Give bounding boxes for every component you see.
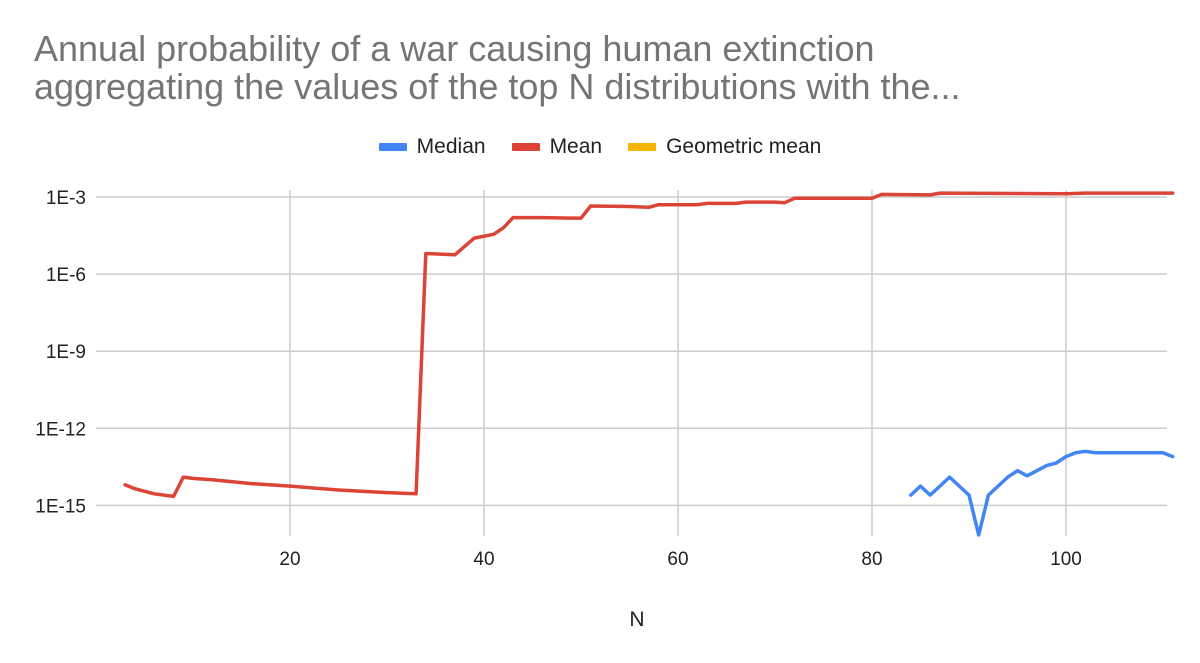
x-tick-label: 100 (1050, 549, 1082, 570)
legend-swatch-mean (511, 143, 540, 151)
chart-series (123, 191, 1175, 537)
y-tick-label: 1E-15 (35, 496, 86, 517)
legend-label-median: Median (416, 135, 486, 158)
y-tick-label: 1E-12 (35, 419, 86, 440)
legend-label-mean: Mean (549, 135, 603, 158)
legend-swatch-geometric-mean (628, 143, 657, 151)
y-tick-label: 1E-6 (46, 265, 86, 286)
y-tick-label: 1E-9 (46, 342, 86, 363)
legend-label-geometric-mean: Geometric mean (666, 135, 822, 158)
legend-swatch-median (378, 143, 407, 151)
x-tick-label: 80 (861, 549, 882, 570)
chart-title-line-2: aggregating the values of the top N dist… (34, 66, 961, 107)
x-tick-label: 60 (667, 549, 688, 570)
series-line-median[interactable] (909, 449, 1175, 537)
legend-item-geometric-mean[interactable]: Geometric mean (628, 135, 821, 159)
legend-item-median[interactable]: Median (378, 135, 486, 159)
chart-title: Annual probability of a war causing huma… (34, 30, 1184, 106)
x-tick-label: 20 (279, 549, 300, 570)
x-axis-label: N (629, 608, 644, 631)
legend-item-mean[interactable]: Mean (511, 135, 603, 159)
series-line-mean[interactable] (123, 191, 1175, 499)
y-axis-ticks: 1E-3 1E-6 1E-9 1E-12 1E-15 (35, 188, 86, 517)
chart-legend: Median Mean Geometric mean (0, 134, 1200, 160)
x-tick-label: 40 (473, 549, 494, 570)
x-axis-ticks: 20 40 60 80 100 (279, 549, 1081, 570)
chart-gridlines (96, 190, 1167, 536)
y-tick-label: 1E-3 (46, 188, 86, 209)
chart-title-line-1: Annual probability of a war causing huma… (34, 28, 875, 69)
